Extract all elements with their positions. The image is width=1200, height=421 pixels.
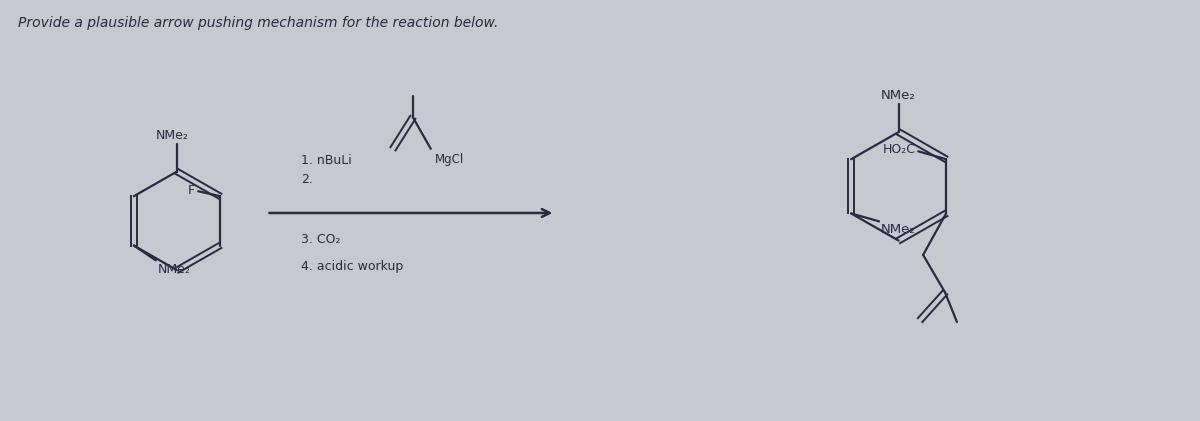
- Text: 3. CO₂: 3. CO₂: [301, 233, 341, 246]
- Text: NMe₂: NMe₂: [881, 223, 916, 236]
- Text: F: F: [188, 184, 196, 197]
- Text: 2.: 2.: [301, 173, 313, 187]
- Text: Provide a plausible arrow pushing mechanism for the reaction below.: Provide a plausible arrow pushing mechan…: [18, 16, 498, 29]
- Text: NMe₂: NMe₂: [157, 263, 191, 276]
- Text: HO₂C: HO₂C: [883, 143, 916, 156]
- Text: 4. acidic workup: 4. acidic workup: [301, 260, 403, 273]
- Text: NMe₂: NMe₂: [156, 129, 188, 142]
- Text: MgCl: MgCl: [434, 153, 464, 166]
- Text: NMe₂: NMe₂: [881, 89, 916, 102]
- Text: 1. nBuLi: 1. nBuLi: [301, 154, 352, 167]
